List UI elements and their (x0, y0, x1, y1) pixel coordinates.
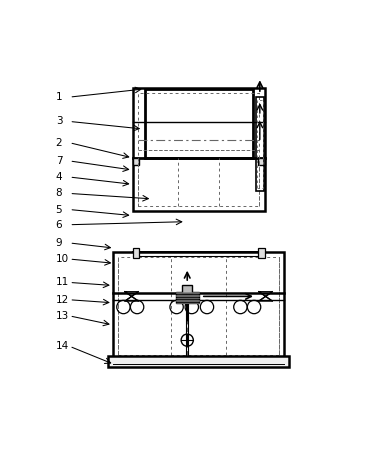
Bar (113, 252, 285, 360)
Text: 9: 9 (56, 238, 62, 248)
Bar (145, 89, 252, 158)
Bar (132, 158, 139, 165)
Text: 12: 12 (56, 295, 69, 305)
Text: 10: 10 (56, 254, 69, 264)
Bar (132, 88, 265, 211)
Bar (257, 100, 263, 188)
Bar (182, 285, 192, 293)
Bar (118, 257, 279, 355)
Text: 7: 7 (56, 156, 62, 166)
Bar (256, 97, 264, 191)
Text: 4: 4 (56, 172, 62, 182)
Text: 3: 3 (56, 116, 62, 126)
Bar (258, 158, 265, 165)
Bar (176, 291, 199, 303)
Text: 13: 13 (56, 311, 69, 321)
Text: 2: 2 (56, 138, 62, 148)
Bar (132, 248, 139, 257)
Text: 6: 6 (56, 220, 62, 230)
Bar (258, 248, 265, 257)
Bar (138, 93, 259, 207)
Text: 1: 1 (56, 92, 62, 102)
Text: 14: 14 (56, 341, 69, 351)
Text: 5: 5 (56, 204, 62, 215)
Text: 11: 11 (56, 277, 69, 287)
Bar (108, 356, 289, 367)
Text: 8: 8 (56, 188, 62, 198)
